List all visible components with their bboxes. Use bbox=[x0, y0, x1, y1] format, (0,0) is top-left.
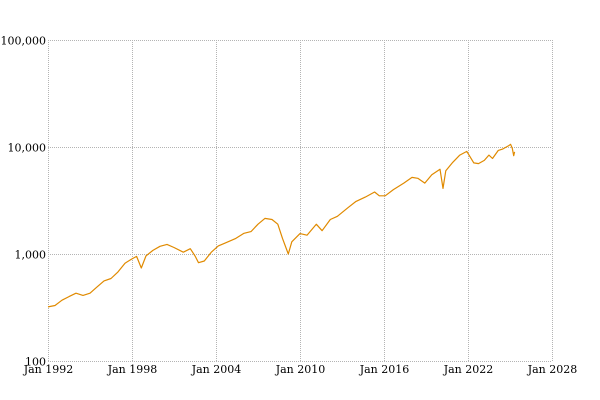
y-tick-label: 1,000 bbox=[15, 249, 47, 262]
series-line-0 bbox=[47, 143, 516, 308]
x-tick-label: Jan 2022 bbox=[443, 363, 494, 376]
x-axis-ticks: Jan 1992 Jan 1998 Jan 2004 Jan 2010 Jan 2016… bbox=[23, 363, 578, 376]
gridlines bbox=[48, 40, 553, 362]
x-tick-label: Jan 1998 bbox=[107, 363, 158, 376]
y-tick-label: 100 bbox=[25, 356, 46, 369]
y-tick-label: 10,000 bbox=[8, 142, 47, 155]
x-tick-label: Jan 2004 bbox=[191, 363, 242, 376]
y-axis-ticks: 100 1,000 10,000 100,000 bbox=[1, 35, 47, 369]
x-tick-label: Jan 1992 bbox=[23, 363, 74, 376]
y-tick-label: 100,000 bbox=[1, 35, 47, 48]
series-layer bbox=[47, 143, 516, 308]
x-tick-label: Jan 2016 bbox=[359, 363, 410, 376]
x-tick-label: Jan 2028 bbox=[527, 363, 578, 376]
x-tick-label: Jan 2010 bbox=[275, 363, 326, 376]
